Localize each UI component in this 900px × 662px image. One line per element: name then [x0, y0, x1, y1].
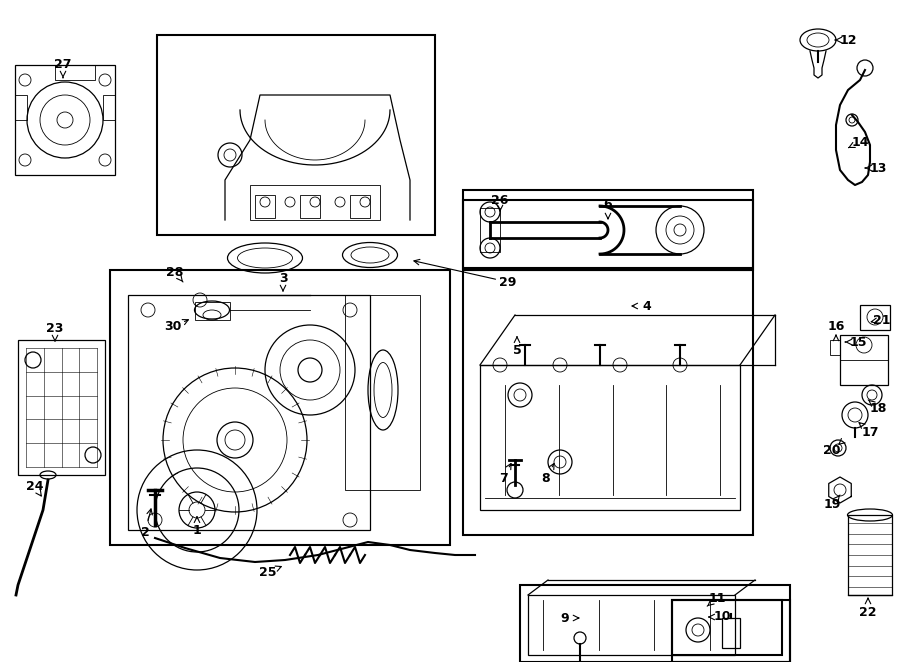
Bar [463, 270, 753, 535]
Text: 24: 24 [26, 481, 44, 493]
Bar [255, 195, 275, 218]
Bar [830, 340, 840, 355]
Text: 6: 6 [604, 199, 612, 211]
Bar [250, 185, 380, 220]
Bar [528, 595, 735, 655]
Text: 23: 23 [46, 322, 64, 334]
Text: 7: 7 [499, 471, 508, 485]
Text: 19: 19 [824, 498, 841, 512]
Text: 12: 12 [839, 34, 857, 46]
Text: 1: 1 [193, 524, 202, 536]
Text: 16: 16 [827, 320, 845, 332]
Bar [195, 302, 230, 320]
Bar [157, 35, 435, 235]
Bar [860, 305, 890, 330]
Bar [128, 295, 370, 530]
Bar [848, 515, 892, 595]
Bar [300, 195, 320, 218]
Bar [55, 65, 95, 80]
Text: 17: 17 [861, 426, 878, 438]
Bar [722, 618, 740, 648]
Text: 8: 8 [542, 471, 550, 485]
Text: 28: 28 [166, 265, 184, 279]
Text: 27: 27 [54, 58, 72, 71]
Bar [463, 200, 753, 268]
Bar [350, 195, 370, 218]
Text: 9: 9 [561, 612, 570, 624]
Bar [345, 295, 420, 490]
Bar [480, 208, 500, 252]
Bar [15, 65, 115, 175]
Text: 10: 10 [713, 610, 731, 624]
Text: 15: 15 [850, 336, 867, 348]
Text: 20: 20 [824, 444, 841, 457]
Text: 18: 18 [869, 401, 886, 414]
Text: 14: 14 [851, 136, 868, 148]
Text: 21: 21 [873, 314, 891, 326]
Text: 29: 29 [500, 275, 517, 289]
Bar [840, 335, 888, 385]
Text: 25: 25 [259, 565, 277, 579]
Bar [480, 365, 740, 510]
Bar [672, 600, 782, 655]
Text: 11: 11 [708, 592, 725, 604]
Bar [103, 95, 115, 120]
Text: 13: 13 [869, 162, 886, 175]
Bar [110, 270, 450, 545]
Bar [672, 600, 790, 662]
Text: 3: 3 [279, 271, 287, 285]
Bar [463, 190, 753, 270]
Text: 2: 2 [140, 526, 149, 540]
Bar [18, 340, 105, 475]
Text: 5: 5 [513, 344, 521, 357]
Text: 22: 22 [860, 606, 877, 618]
Text: 30: 30 [165, 320, 182, 334]
Text: 26: 26 [491, 193, 508, 207]
Bar [520, 585, 790, 662]
Bar [15, 95, 27, 120]
Text: 4: 4 [643, 299, 652, 312]
